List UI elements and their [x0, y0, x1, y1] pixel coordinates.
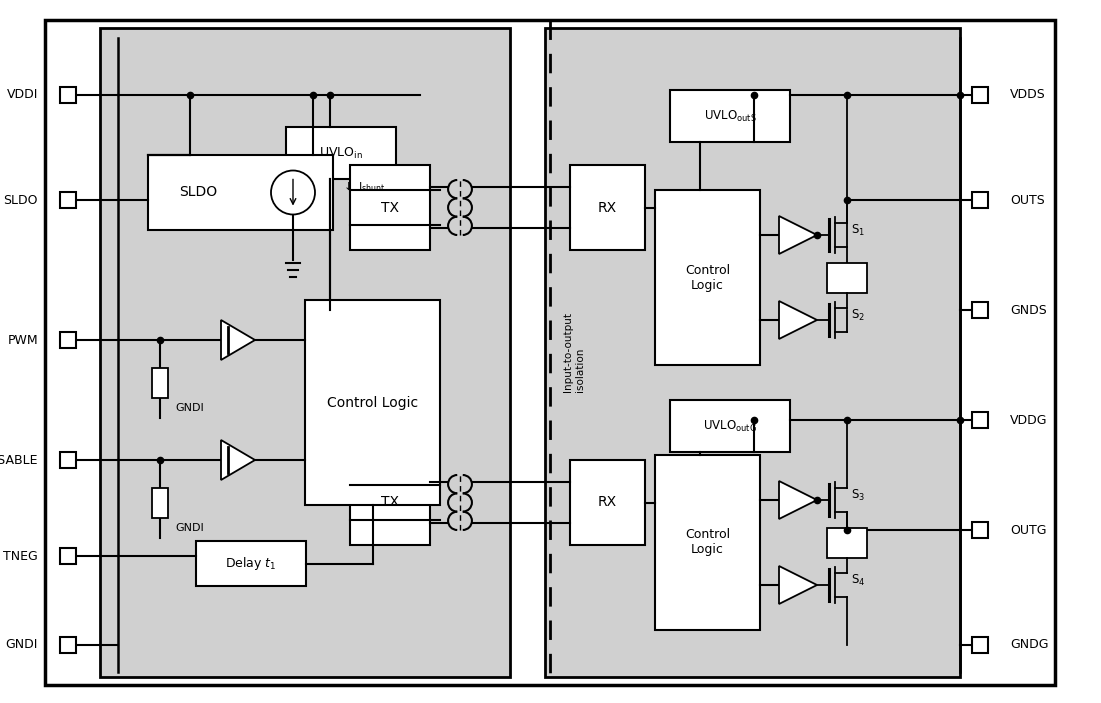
Text: Control
Logic: Control Logic — [685, 264, 730, 292]
Bar — [59, 548, 76, 564]
Bar — [350, 460, 430, 545]
Bar — [285, 260, 301, 280]
Text: GNDG: GNDG — [1010, 638, 1048, 652]
Text: TNEG: TNEG — [3, 550, 39, 562]
Text: UVLO$_{\rm outG}$: UVLO$_{\rm outG}$ — [704, 418, 756, 434]
Text: OUTS: OUTS — [1010, 193, 1045, 207]
Bar — [305, 300, 440, 505]
Bar — [827, 527, 866, 557]
Text: DISABLE: DISABLE — [0, 453, 39, 467]
Bar — [59, 452, 76, 468]
Bar — [655, 455, 760, 630]
Text: Control
Logic: Control Logic — [685, 529, 730, 557]
Bar — [972, 637, 988, 653]
Bar — [152, 368, 168, 398]
Bar — [152, 488, 168, 518]
Bar — [570, 165, 645, 250]
Text: TX: TX — [381, 200, 399, 214]
Text: Control Logic: Control Logic — [327, 396, 418, 410]
Text: $\downarrow$ I$_{\rm shunt}$: $\downarrow$ I$_{\rm shunt}$ — [341, 179, 385, 194]
Bar — [59, 87, 76, 103]
Text: Input-to-output
isolation: Input-to-output isolation — [563, 312, 585, 392]
Text: S$_4$: S$_4$ — [851, 572, 865, 588]
Text: GNDI: GNDI — [175, 403, 204, 413]
Bar — [655, 190, 760, 365]
Bar — [972, 192, 988, 208]
Text: GNDS: GNDS — [1010, 304, 1047, 316]
Text: RX: RX — [598, 200, 617, 214]
Bar — [286, 127, 396, 179]
Text: VDDS: VDDS — [1010, 89, 1046, 101]
Text: TX: TX — [381, 496, 399, 510]
Polygon shape — [221, 440, 255, 480]
Bar — [148, 155, 333, 230]
Bar — [671, 400, 791, 452]
Text: GNDI: GNDI — [175, 523, 204, 533]
Polygon shape — [221, 320, 255, 360]
Circle shape — [271, 171, 315, 214]
Text: S$_3$: S$_3$ — [851, 487, 865, 503]
Text: VDDG: VDDG — [1010, 413, 1047, 427]
Bar — [59, 332, 76, 348]
Text: SLDO: SLDO — [179, 186, 217, 200]
Bar — [972, 302, 988, 318]
Bar — [59, 192, 76, 208]
Text: S$_1$: S$_1$ — [851, 222, 865, 238]
Polygon shape — [780, 301, 817, 339]
Polygon shape — [780, 481, 817, 519]
Bar — [972, 412, 988, 428]
Bar — [196, 541, 306, 586]
Bar — [350, 165, 430, 250]
Bar — [59, 637, 76, 653]
Text: UVLO$_{\rm outS}$: UVLO$_{\rm outS}$ — [704, 108, 756, 124]
Bar — [100, 28, 510, 677]
Bar — [570, 460, 645, 545]
Text: OUTG: OUTG — [1010, 524, 1046, 536]
Polygon shape — [780, 216, 817, 254]
Text: PWM: PWM — [8, 333, 39, 347]
Bar — [545, 28, 960, 677]
Text: VDDI: VDDI — [7, 89, 39, 101]
Bar — [827, 262, 866, 292]
Bar — [671, 90, 791, 142]
Text: GNDI: GNDI — [6, 638, 39, 652]
Bar — [972, 522, 988, 538]
Text: Delay $t_1$: Delay $t_1$ — [226, 555, 276, 572]
Text: SLDO: SLDO — [3, 193, 39, 207]
Polygon shape — [780, 566, 817, 604]
Text: RX: RX — [598, 496, 617, 510]
Text: UVLO$_{\rm in}$: UVLO$_{\rm in}$ — [319, 146, 363, 160]
Text: S$_2$: S$_2$ — [851, 307, 865, 323]
Bar — [972, 87, 988, 103]
